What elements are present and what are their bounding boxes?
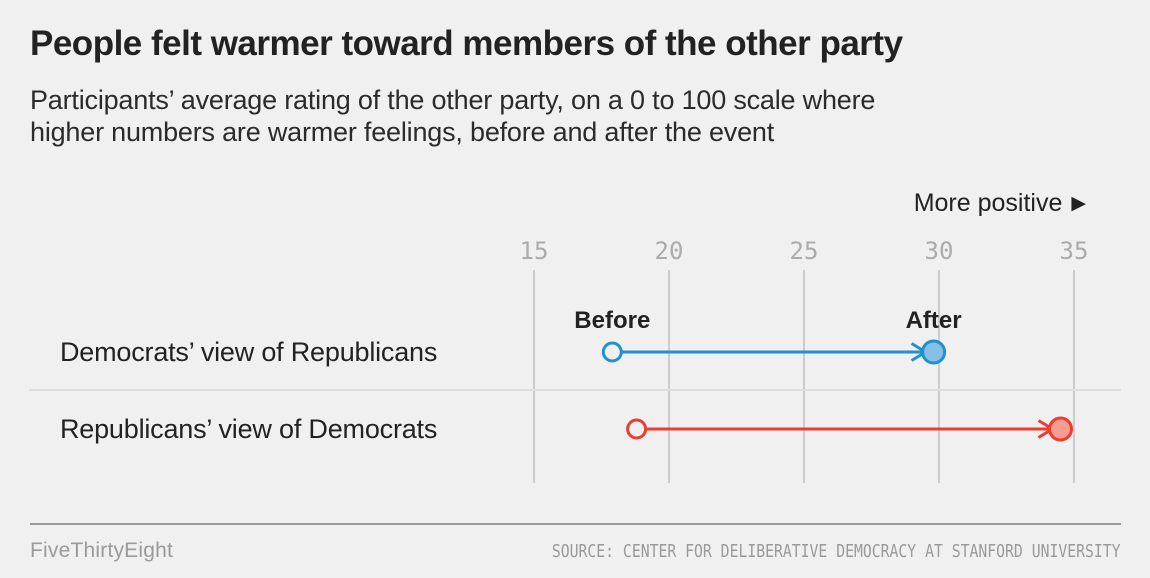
x-tick-label-20: 20 xyxy=(654,237,684,265)
gridline-20 xyxy=(668,270,670,483)
arrow-right-icon: ▶ xyxy=(1071,193,1086,214)
source-credit: SOURCE: CENTER FOR DELIBERATIVE DEMOCRAC… xyxy=(552,541,1121,562)
brand-logo: FiveThirtyEight xyxy=(30,539,174,562)
gridline-25 xyxy=(803,270,805,483)
after-label: After xyxy=(905,307,962,334)
x-tick-label-15: 15 xyxy=(519,237,549,265)
chart-title: People felt warmer toward members of the… xyxy=(30,24,903,63)
row-label-republicans-view: Republicans’ view of Democrats xyxy=(60,414,438,444)
gridline-30 xyxy=(938,270,940,483)
row-separator xyxy=(29,389,1121,391)
footer-separator xyxy=(30,523,1121,525)
before-label: Before xyxy=(574,307,651,334)
direction-label-text: More positive xyxy=(913,189,1063,217)
gridline-15 xyxy=(533,270,535,483)
chart-subtitle: Participants’ average rating of the othe… xyxy=(30,85,876,147)
direction-label: More positive ▶ xyxy=(914,189,1086,218)
x-tick-label-35: 35 xyxy=(1059,237,1089,265)
row-label-democrats-view: Democrats’ view of Republicans xyxy=(60,337,438,367)
x-tick-label-25: 25 xyxy=(789,237,819,265)
gridline-35 xyxy=(1073,270,1075,483)
x-tick-label-30: 30 xyxy=(924,237,954,265)
